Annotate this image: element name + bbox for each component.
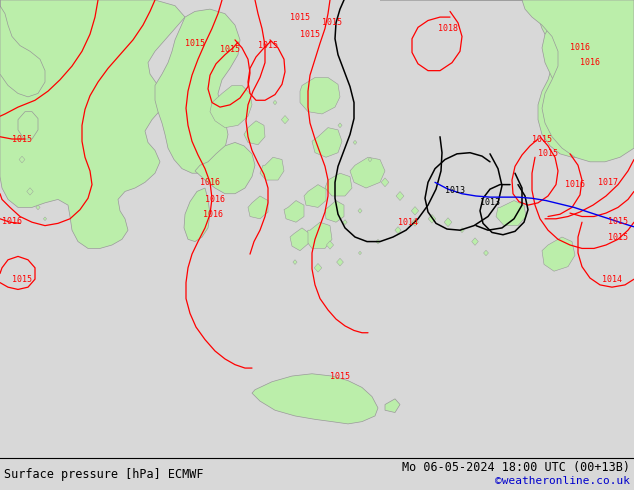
- Polygon shape: [350, 157, 385, 188]
- Polygon shape: [248, 196, 268, 219]
- Polygon shape: [450, 0, 634, 100]
- Polygon shape: [210, 85, 252, 127]
- Polygon shape: [28, 189, 32, 194]
- Text: 1015: 1015: [608, 233, 628, 242]
- Polygon shape: [305, 222, 332, 248]
- Text: 1015: 1015: [185, 39, 205, 48]
- Polygon shape: [0, 0, 45, 97]
- Text: 1015: 1015: [322, 18, 342, 27]
- Polygon shape: [536, 0, 634, 157]
- Polygon shape: [385, 399, 400, 413]
- Text: 1016: 1016: [205, 195, 225, 204]
- Text: 1013: 1013: [445, 186, 465, 195]
- Text: ©weatheronline.co.uk: ©weatheronline.co.uk: [495, 476, 630, 486]
- Polygon shape: [367, 156, 373, 163]
- Polygon shape: [43, 217, 47, 221]
- Text: 1015: 1015: [12, 135, 32, 144]
- Text: 1014: 1014: [398, 218, 418, 227]
- Polygon shape: [411, 218, 419, 227]
- Polygon shape: [380, 0, 634, 162]
- Text: 1015: 1015: [608, 217, 628, 225]
- Text: 1016: 1016: [200, 178, 220, 187]
- Polygon shape: [283, 117, 287, 122]
- Polygon shape: [271, 98, 279, 107]
- Polygon shape: [351, 138, 359, 147]
- Polygon shape: [252, 374, 378, 424]
- Polygon shape: [325, 200, 344, 222]
- Text: 1015: 1015: [290, 13, 310, 22]
- Text: 1015: 1015: [300, 30, 320, 39]
- Polygon shape: [337, 122, 342, 128]
- Text: 1016: 1016: [565, 180, 585, 189]
- Polygon shape: [18, 155, 26, 164]
- Polygon shape: [0, 0, 185, 248]
- Polygon shape: [312, 127, 342, 157]
- Polygon shape: [244, 121, 265, 145]
- Text: Surface pressure [hPa] ECMWF: Surface pressure [hPa] ECMWF: [4, 467, 204, 481]
- Text: 1016: 1016: [2, 217, 22, 225]
- Polygon shape: [496, 200, 526, 225]
- Text: 1016: 1016: [203, 210, 223, 219]
- Text: 1015: 1015: [532, 135, 552, 144]
- Polygon shape: [195, 143, 255, 194]
- Polygon shape: [472, 238, 478, 245]
- Polygon shape: [430, 217, 434, 221]
- Text: 1013: 1013: [480, 198, 500, 207]
- Polygon shape: [314, 264, 321, 271]
- Polygon shape: [357, 250, 363, 256]
- Polygon shape: [542, 237, 575, 271]
- Polygon shape: [358, 208, 363, 214]
- Text: 1016: 1016: [570, 43, 590, 52]
- Polygon shape: [325, 173, 352, 196]
- Polygon shape: [483, 250, 489, 256]
- Polygon shape: [300, 77, 340, 114]
- Polygon shape: [304, 185, 326, 207]
- Polygon shape: [290, 228, 308, 251]
- Text: 1017: 1017: [598, 178, 618, 187]
- Text: Mo 06-05-2024 18:00 UTC (00+13B): Mo 06-05-2024 18:00 UTC (00+13B): [402, 461, 630, 474]
- Polygon shape: [344, 220, 347, 224]
- Polygon shape: [337, 259, 342, 265]
- Polygon shape: [458, 226, 466, 234]
- Polygon shape: [155, 9, 240, 173]
- Text: 1015: 1015: [330, 371, 350, 381]
- Polygon shape: [284, 200, 304, 222]
- Text: 1015: 1015: [220, 45, 240, 53]
- Text: 1015: 1015: [12, 275, 32, 284]
- Polygon shape: [34, 203, 42, 212]
- Text: 1015: 1015: [538, 149, 558, 158]
- Polygon shape: [18, 112, 38, 139]
- Text: 1016: 1016: [580, 58, 600, 67]
- Polygon shape: [412, 207, 418, 214]
- Polygon shape: [291, 258, 299, 267]
- Polygon shape: [446, 220, 450, 225]
- Polygon shape: [397, 193, 403, 199]
- Polygon shape: [374, 237, 382, 246]
- Polygon shape: [260, 157, 284, 180]
- Text: 1015: 1015: [258, 41, 278, 50]
- Text: 1018: 1018: [438, 24, 458, 33]
- Polygon shape: [328, 243, 332, 247]
- Polygon shape: [184, 188, 210, 242]
- Text: 1014: 1014: [602, 275, 622, 284]
- Polygon shape: [394, 226, 401, 234]
- Polygon shape: [382, 179, 388, 186]
